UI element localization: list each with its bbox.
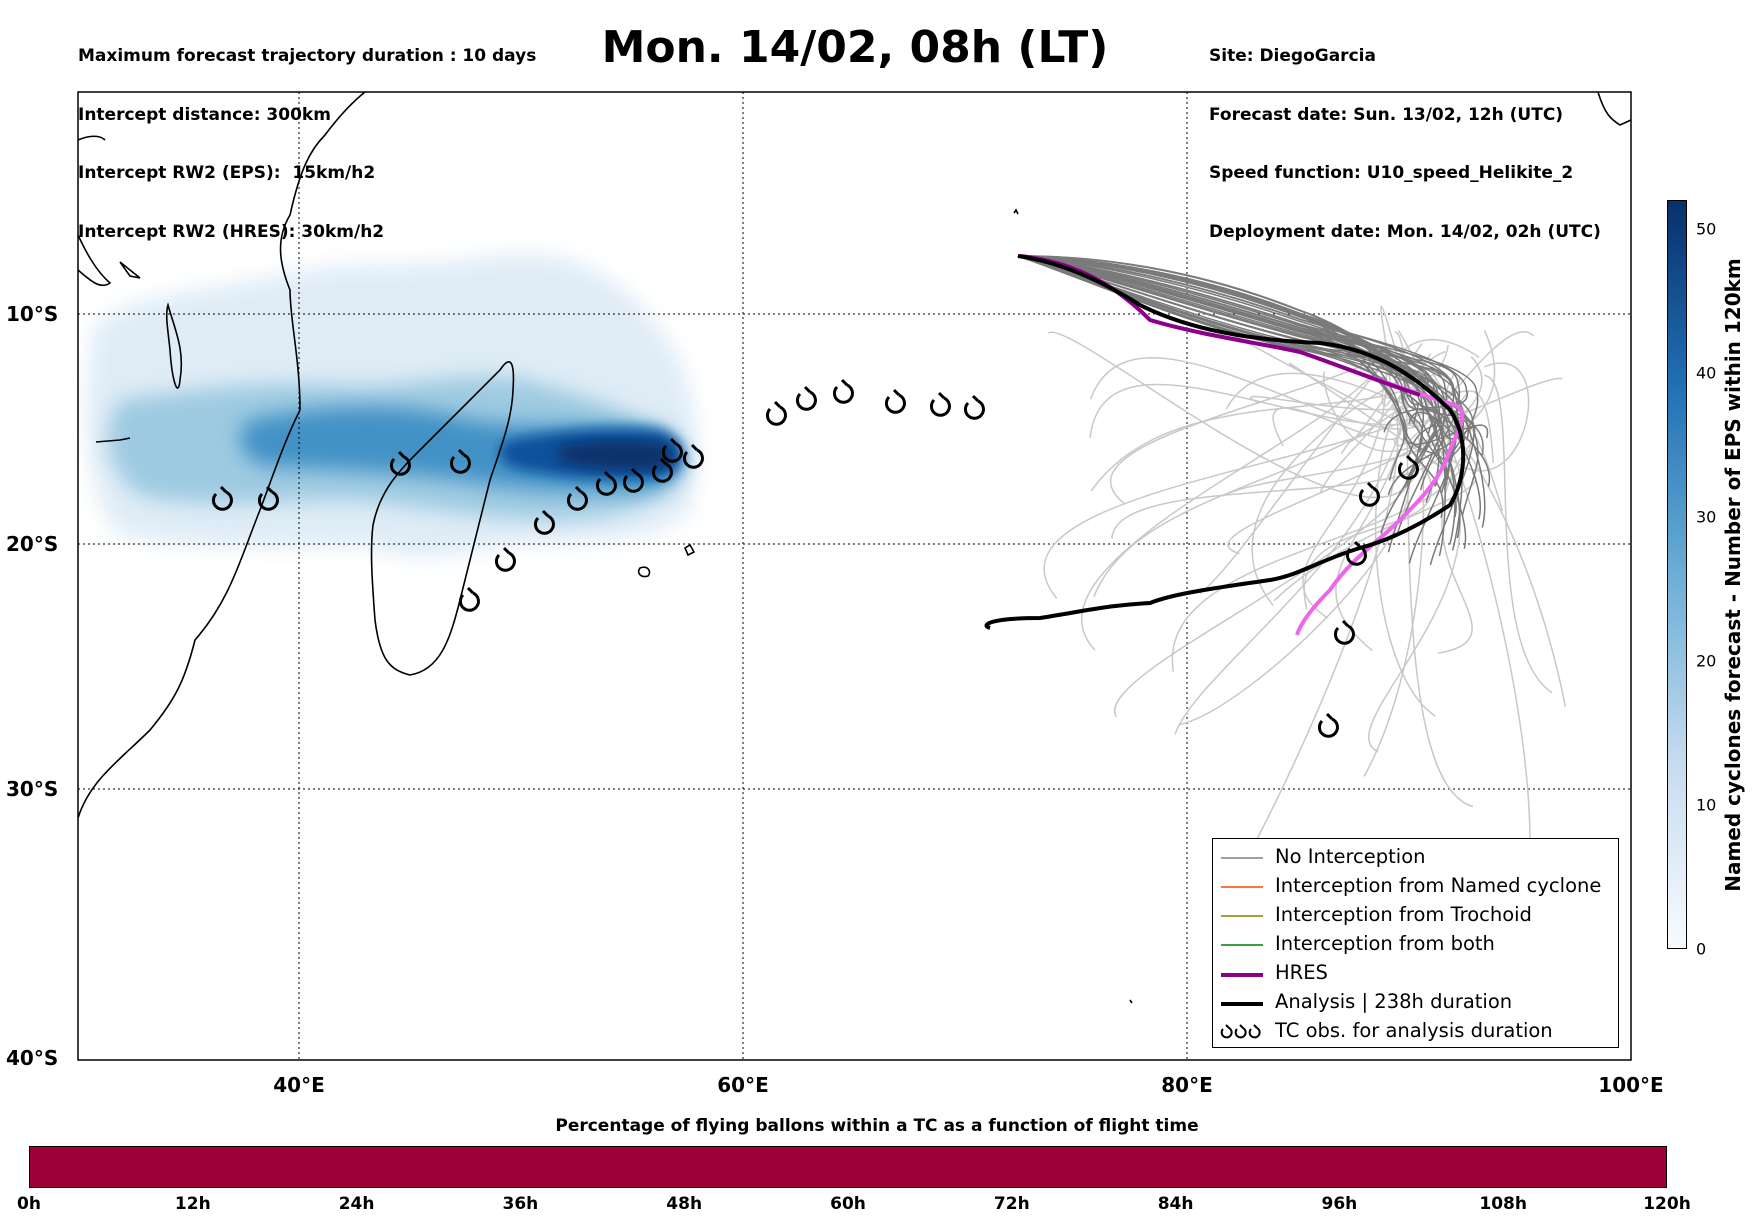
cyclone-icon (963, 394, 985, 420)
eps-trajectory (1089, 383, 1469, 438)
eps-trajectory (1484, 374, 1553, 694)
eps-light-trajectories (1043, 305, 1567, 878)
legend-no-interception: No Interception (1221, 845, 1426, 868)
param-rw2-eps: Intercept RW2 (EPS): 15km/h2 (78, 163, 376, 183)
cyclone-icon (533, 509, 555, 535)
cyclone-icon (765, 400, 787, 426)
eps-trajectory (1017, 255, 1446, 557)
eps-trajectory (1227, 356, 1483, 555)
flight-time-tick: 0h (17, 1194, 41, 1214)
eps-trajectory (1017, 255, 1424, 453)
cyclone-icon (494, 546, 516, 572)
cyclone-icon (1358, 481, 1380, 507)
cyclone-icon (832, 378, 854, 404)
eps-colorbar-tick: 30 (1696, 507, 1717, 527)
cyclone-icon (1317, 712, 1339, 738)
cyclone-icon (1220, 1024, 1261, 1039)
site-info: Site: DiegoGarcia Forecast date: Sun. 13… (1209, 8, 1601, 262)
eps-trajectory (1017, 255, 1437, 430)
eps-density-field (87, 253, 696, 557)
cyclone-icon (661, 437, 683, 463)
lon-label-40e: 40°E (273, 1073, 325, 1097)
tc-observations (211, 378, 1419, 738)
analysis-trajectory (984, 254, 1466, 630)
flight-time-colorbar (29, 1146, 1667, 1188)
cyclone-icon (651, 457, 673, 483)
cyclone-icon (1397, 454, 1419, 480)
eps-trajectory (1430, 367, 1494, 464)
cyclone-icon (682, 443, 704, 469)
param-rw2-hres: Intercept RW2 (HRES): 30km/h2 (78, 221, 385, 242)
eps-colorbar-tick: 50 (1696, 219, 1717, 239)
legend-named-cyclone: Interception from Named cyclone (1221, 874, 1602, 897)
legend-analysis: Analysis | 238h duration (1221, 990, 1513, 1013)
lon-label-100e: 100°E (1598, 1073, 1664, 1097)
eps-trajectory (1199, 354, 1397, 595)
flight-time-tick: 12h (174, 1194, 211, 1214)
eps-colorbar-title: Named cyclones forecast - Number of EPS … (1721, 258, 1745, 892)
coastlines (78, 92, 1631, 1004)
eps-trajectory (1017, 255, 1468, 433)
lat-label-40s: 40°S (6, 1046, 59, 1070)
eps-trajectory (1302, 368, 1388, 619)
cyclone-icon (595, 470, 617, 496)
cyclone-icon (1345, 540, 1367, 566)
flight-time-tick: 36h (502, 1194, 539, 1214)
legend-trochoid: Interception from Trochoid (1221, 903, 1532, 926)
eps-trajectory (1273, 472, 1477, 602)
map-legend: No Interception Interception from Named … (1212, 838, 1619, 1048)
eps-trajectory (1250, 395, 1433, 411)
lat-label-30s: 30°S (6, 777, 59, 801)
cyclone-icon (211, 485, 233, 511)
lon-label-80e: 80°E (1161, 1073, 1213, 1097)
forecast-parameters: Maximum forecast trajectory duration : 1… (78, 8, 536, 262)
eps-trajectory (1017, 255, 1419, 425)
eps-colorbar (1667, 200, 1687, 949)
cyclone-icon (389, 450, 411, 476)
cyclone-icon (884, 388, 906, 414)
eps-colorbar-tick: 0 (1696, 939, 1707, 959)
eps-trajectory (1438, 441, 1473, 654)
lat-label-20s: 20°S (6, 532, 59, 556)
flight-time-tick: 96h (1321, 1194, 1358, 1214)
cyclone-icon (458, 586, 480, 612)
cyclone-icon (1333, 619, 1355, 645)
flight-time-tick: 72h (993, 1194, 1030, 1214)
cyclone-icon (929, 391, 951, 417)
eps-trajectory (1017, 255, 1482, 520)
flight-time-tick: 120h (1643, 1194, 1691, 1214)
legend-tc-obs: TC obs. for analysis duration (1213, 1017, 1618, 1045)
eps-trajectory (1179, 472, 1410, 726)
flight-time-tick: 60h (830, 1194, 866, 1214)
speed-function: Speed function: U10_speed_Helikite_2 (1209, 163, 1574, 183)
cyclone-icon (795, 385, 817, 411)
flight-time-tick: 84h (1157, 1194, 1194, 1214)
legend-both: Interception from both (1221, 932, 1495, 955)
eps-trajectory (1017, 255, 1405, 481)
param-duration: Maximum forecast trajectory duration : 1… (78, 46, 537, 66)
forecast-date: Forecast date: Sun. 13/02, 12h (UTC) (1209, 104, 1564, 125)
cyclone-icon (257, 485, 279, 511)
lat-label-10s: 10°S (6, 302, 59, 326)
flight-time-tick: 48h (666, 1194, 703, 1214)
map-title: Mon. 14/02, 08h (LT) (601, 22, 1109, 73)
eps-colorbar-tick: 20 (1696, 651, 1717, 671)
flight-time-colorbar-title: Percentage of flying ballons within a TC… (555, 1116, 1199, 1136)
eps-colorbar-tick: 40 (1696, 363, 1717, 383)
eps-colorbar-tick: 10 (1696, 795, 1717, 815)
eps-trajectory (1340, 343, 1423, 455)
param-intercept-distance: Intercept distance: 300km (78, 104, 331, 125)
flight-time-tick: 24h (338, 1194, 375, 1214)
cyclone-icon (566, 485, 588, 511)
lon-label-60e: 60°E (717, 1073, 769, 1097)
graticule (78, 92, 1631, 1060)
eps-trajectory (1171, 403, 1472, 672)
deployment-date: Deployment date: Mon. 14/02, 02h (UTC) (1209, 221, 1601, 242)
site-name: Site: DiegoGarcia (1209, 46, 1376, 66)
legend-hres: HRES (1221, 961, 1328, 984)
flight-time-tick: 108h (1479, 1194, 1527, 1214)
cyclone-icon (622, 467, 644, 493)
cyclone-icon (449, 448, 471, 474)
